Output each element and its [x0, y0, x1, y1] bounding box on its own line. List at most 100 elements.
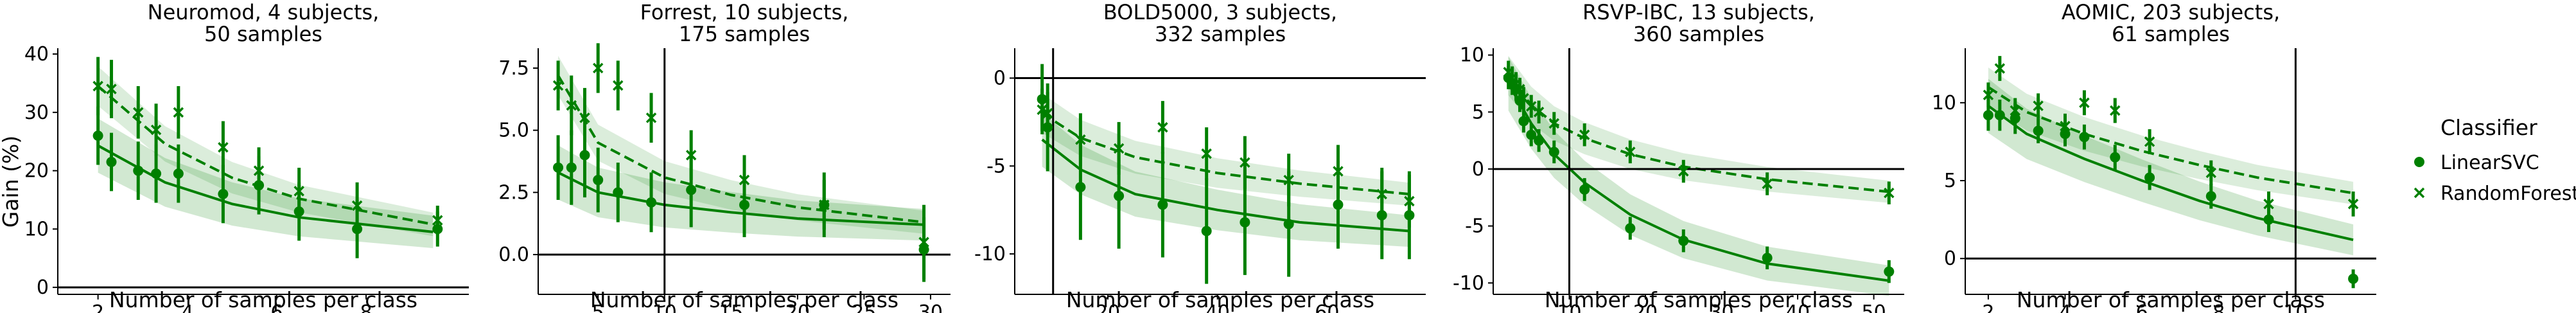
data-point-linearsvc [151, 168, 162, 179]
confidence-band-linearsvc [558, 145, 924, 241]
fit-line-randomforest [1507, 75, 1889, 193]
data-point-randomforest [1037, 104, 1047, 115]
data-point-linearsvc [2263, 214, 2274, 225]
fit-line-randomforest [1041, 112, 1410, 196]
y-tick-label: 30 [24, 102, 49, 124]
x-tick-label: 50 [1861, 301, 1886, 313]
y-tick-label: 20 [24, 160, 49, 183]
data-point-randomforest [150, 124, 162, 136]
data-point-randomforest [92, 80, 103, 92]
data-point-linearsvc [1678, 235, 1689, 246]
y-tick-label: 10 [1932, 92, 1956, 114]
data-point-randomforest [592, 62, 604, 74]
y-tick-label: 0.0 [498, 244, 529, 266]
data-point-linearsvc [593, 175, 604, 186]
data-point-linearsvc [133, 165, 144, 176]
data-point-linearsvc [1534, 135, 1545, 146]
data-point-randomforest [294, 186, 304, 197]
data-point-randomforest [218, 142, 229, 153]
data-point-randomforest [1983, 89, 1994, 100]
data-point-linearsvc [92, 130, 103, 141]
x-tick-label: 40 [1205, 301, 1230, 313]
data-point-linearsvc [1283, 219, 1294, 229]
data-point-randomforest [566, 100, 577, 111]
legend-marker-circle [2414, 157, 2424, 167]
data-point-randomforest [2079, 97, 2090, 109]
chart-title-line-1: BOLD5000, 3 subjects, [1103, 0, 1337, 24]
legend-marker-x [2414, 187, 2425, 199]
chart-panel-1: 2 4 6 8 0 10 20 30 40 Neuromod, 4 subjects,50 sam… [0, 0, 469, 313]
confidence-band-linearsvc [1988, 78, 2354, 256]
fit-line-linearsvc [1041, 138, 1410, 233]
y-tick-label: -10 [974, 243, 1006, 265]
data-point-linearsvc [1333, 199, 1344, 210]
fit-line-linearsvc [557, 171, 924, 226]
x-tick-label: 20 [1633, 301, 1658, 313]
data-point-linearsvc [218, 188, 229, 199]
chart-title-line-2: 50 samples [204, 22, 322, 46]
chart-title-line-1: AOMIC, 203 subjects, [2062, 0, 2280, 24]
x-tick-label: 4 [181, 301, 193, 313]
confidence-band-randomforest [98, 66, 434, 237]
x-tick-label: 25 [852, 301, 876, 313]
data-point-linearsvc [173, 168, 184, 179]
data-point-randomforest [1113, 143, 1125, 154]
data-point-randomforest [1240, 157, 1250, 168]
data-point-linearsvc [579, 150, 590, 161]
y-tick-label: 40 [24, 43, 49, 66]
legend-label-linearsvc: LinearSVC [2440, 152, 2539, 174]
x-axis-label: Number of samples per class [590, 287, 898, 312]
y-tick-label: 5 [1472, 101, 1484, 123]
data-point-randomforest [1884, 187, 1895, 199]
data-point-linearsvc [686, 184, 697, 195]
data-point-linearsvc [1579, 184, 1590, 195]
data-point-linearsvc [566, 162, 577, 173]
legend-entry-randomforest: RandomForest [2414, 183, 2576, 205]
data-point-linearsvc [1518, 116, 1529, 127]
y-tick-label: 2.5 [498, 181, 529, 204]
data-point-linearsvc [1548, 147, 1559, 157]
data-point-randomforest [2033, 100, 2044, 111]
data-point-randomforest [2060, 120, 2071, 132]
data-point-randomforest [1157, 121, 1168, 133]
data-point-linearsvc [1157, 199, 1168, 210]
x-tick-label: 6 [270, 301, 283, 313]
x-tick-label: 2 [1982, 301, 1994, 313]
data-point-randomforest [613, 80, 624, 91]
chart-title-line-1: Forrest, 10 subjects, [640, 0, 849, 24]
confidence-band-linearsvc [98, 118, 434, 249]
y-tick-label: 5.0 [498, 120, 529, 142]
chart-title-line-2: 332 samples [1155, 22, 1286, 46]
chart-panel-2: 5 10 15 20 25 30 0.0 2.5 5.0 7.5 Forrest, 10 subje… [498, 0, 951, 313]
data-point-linearsvc [1762, 253, 1773, 264]
data-point-linearsvc [1994, 110, 2005, 121]
legend-title: Classifier [2440, 115, 2537, 140]
x-tick-label: 5 [592, 301, 604, 313]
data-point-randomforest [1678, 166, 1689, 177]
data-point-linearsvc [613, 187, 624, 198]
chart-title-line-2: 175 samples [679, 22, 810, 46]
data-point-randomforest [1579, 129, 1590, 140]
data-point-linearsvc [2205, 191, 2216, 202]
x-axis-label: Number of samples per class [2017, 287, 2325, 312]
data-point-randomforest [819, 199, 830, 210]
confidence-band-randomforest [1042, 93, 1410, 206]
data-point-linearsvc [2079, 132, 2090, 143]
data-point-randomforest [1283, 174, 1294, 186]
data-point-randomforest [2263, 199, 2274, 210]
chart-panel-5: 2 4 6 8 10 0 5 10 AOMIC, 203 subjects,61 samples… [1932, 0, 2376, 313]
data-point-randomforest [253, 165, 265, 176]
confidence-band-linearsvc [1508, 56, 1889, 296]
x-tick-label: 8 [2212, 301, 2225, 313]
fit-line-randomforest [557, 75, 924, 224]
data-point-randomforest [739, 174, 750, 186]
data-point-randomforest [1201, 148, 1212, 159]
data-point-linearsvc [1075, 182, 1086, 193]
confidence-band-randomforest [558, 55, 924, 234]
x-tick-label: 2 [92, 301, 104, 313]
data-point-linearsvc [2033, 125, 2044, 136]
y-tick-label: -10 [1453, 272, 1484, 294]
data-point-randomforest [1548, 118, 1560, 129]
